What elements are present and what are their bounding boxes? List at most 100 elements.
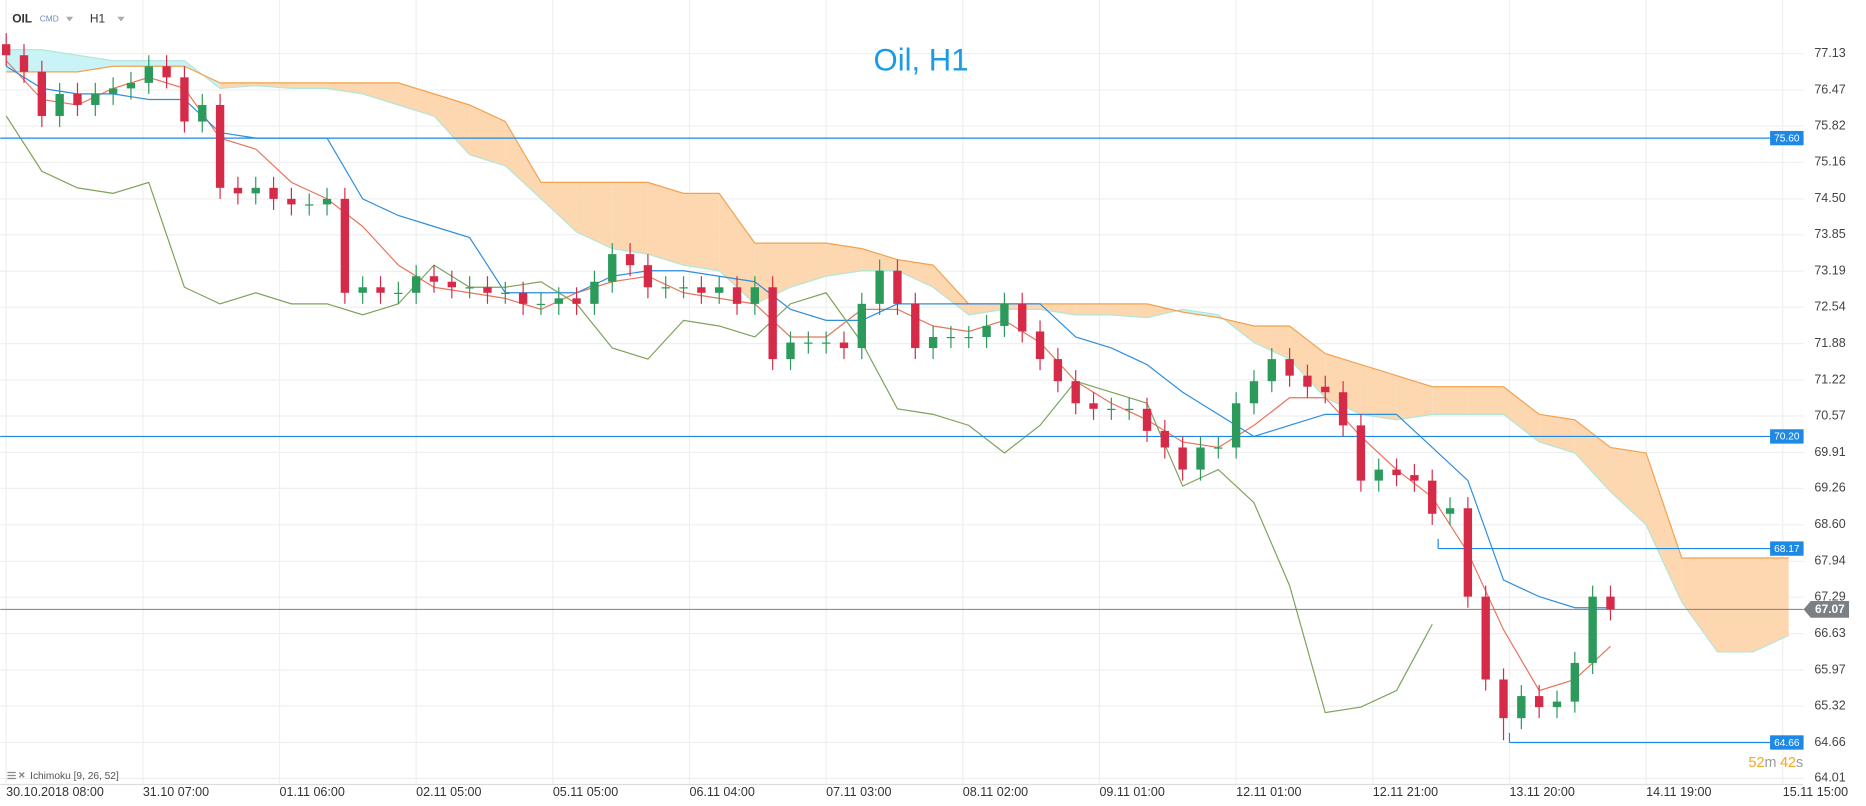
candle-body	[1, 44, 11, 56]
y-tick-label: 65.32	[1814, 698, 1845, 712]
y-tick-label: 75.82	[1814, 118, 1845, 132]
settings-icon[interactable]	[7, 771, 16, 780]
candle-body	[590, 281, 599, 304]
candle-body	[1303, 375, 1312, 387]
cloud-segment	[1253, 325, 1290, 360]
candle-body	[1142, 408, 1152, 431]
cloud-segment	[1467, 386, 1504, 415]
indicator-name: Ichimoku [9, 26, 52]	[30, 771, 119, 782]
cloud-segment	[1147, 303, 1183, 318]
indicator-label: Ichimoku [9, 26, 52]	[7, 771, 119, 782]
candle-body	[483, 287, 492, 293]
candle-body	[394, 292, 403, 294]
y-tick-label: 65.97	[1814, 662, 1845, 676]
cloud-segment	[255, 82, 292, 89]
level-label: 75.60	[1774, 133, 1800, 144]
candle-body	[1249, 381, 1259, 404]
x-tick-label: 30.10.2018 08:00	[6, 785, 104, 799]
dropdown-icon[interactable]	[66, 16, 74, 22]
candle-body	[1374, 469, 1383, 481]
level-label: 70.20	[1774, 432, 1800, 443]
countdown-seconds-suffix: s	[1796, 755, 1803, 771]
cloud-segment	[1360, 364, 1397, 420]
cloud-segment	[790, 243, 827, 288]
y-tick-label: 67.94	[1814, 554, 1845, 568]
x-tick-label: 07.11 03:00	[826, 785, 891, 799]
candle-body	[536, 303, 546, 306]
current-price-box	[1803, 600, 1850, 618]
candle-body	[1321, 386, 1330, 393]
candle-body	[465, 287, 474, 289]
candle-body	[697, 287, 706, 293]
candle-body	[91, 93, 100, 105]
cloud-segment	[540, 182, 577, 233]
candle-body	[1534, 696, 1544, 708]
cloud-segment	[968, 303, 1005, 315]
candle-body	[911, 303, 920, 349]
cloud-segment	[683, 193, 720, 271]
cloud-segment	[1753, 557, 1789, 652]
y-tick-label: 72.54	[1814, 299, 1845, 313]
candle-body	[1481, 596, 1490, 680]
candle-body	[661, 287, 670, 289]
candle-body	[750, 287, 760, 304]
cloud-segment	[1610, 447, 1647, 525]
cloud-segment	[1040, 303, 1076, 315]
cloud-segment	[469, 104, 506, 166]
timeframe[interactable]: H1	[90, 11, 106, 25]
candle-body	[1214, 447, 1223, 449]
y-tick-label: 67.29	[1814, 590, 1845, 604]
cloud-segment	[291, 82, 328, 89]
candle-body	[108, 88, 118, 94]
cloud-segment	[1539, 414, 1575, 454]
level-label-box	[1770, 130, 1804, 146]
candle-body	[1463, 508, 1473, 597]
x-tick-label: 14.11 19:00	[1646, 785, 1711, 799]
cloud-span-b	[6, 65, 1789, 559]
level-label-box	[1770, 541, 1804, 556]
x-tick-label: 08.11 02:00	[963, 785, 1028, 799]
candle-body	[1035, 331, 1045, 360]
candle-body	[1570, 662, 1580, 702]
candle-body	[1285, 359, 1294, 376]
cloud-segment	[433, 93, 470, 155]
candle-body	[1445, 508, 1455, 514]
cloud-segment	[861, 248, 898, 271]
x-tick-label: 02.11 05:00	[416, 785, 481, 799]
dropdown-icon[interactable]	[117, 16, 125, 22]
market: CMD	[40, 13, 59, 23]
overlay: 75.60 70.20 68.17 64.66 67.07	[1770, 130, 1850, 750]
cloud-segment	[41, 49, 78, 72]
candle-body	[1267, 359, 1276, 382]
cloud-segment	[1289, 325, 1326, 398]
cloud-segment	[1396, 375, 1433, 420]
candle-body	[1071, 381, 1080, 404]
candle-body	[1338, 392, 1348, 426]
x-tick-label: 01.11 06:00	[280, 785, 345, 799]
candle-body	[643, 265, 653, 288]
candle-body	[73, 93, 82, 105]
candle-body	[1018, 303, 1027, 332]
candle-body	[982, 325, 991, 337]
close-icon[interactable]	[18, 772, 25, 778]
candle-body	[1499, 679, 1508, 719]
x-tick-label: 12.11 21:00	[1373, 785, 1438, 799]
cloud-segment	[933, 265, 969, 315]
chart-title: Oil, H1	[874, 42, 969, 77]
toolbar: OIL CMD H1	[12, 11, 125, 25]
y-tick-label: 69.26	[1814, 481, 1845, 495]
candle-body	[1517, 696, 1526, 719]
countdown-minutes: 52	[1749, 755, 1765, 771]
y-tick-label: 71.88	[1814, 336, 1845, 350]
cloud-segment	[612, 182, 648, 255]
cloud-segment	[719, 193, 755, 304]
candle-body	[340, 198, 350, 293]
symbol[interactable]: OIL	[12, 11, 32, 25]
candle-body	[821, 342, 831, 344]
cloud-segment	[1075, 303, 1112, 315]
candle-body	[875, 270, 884, 304]
countdown-minutes-suffix: m	[1765, 755, 1777, 771]
candle-body	[554, 298, 563, 304]
indicator-line	[5, 115, 1433, 714]
